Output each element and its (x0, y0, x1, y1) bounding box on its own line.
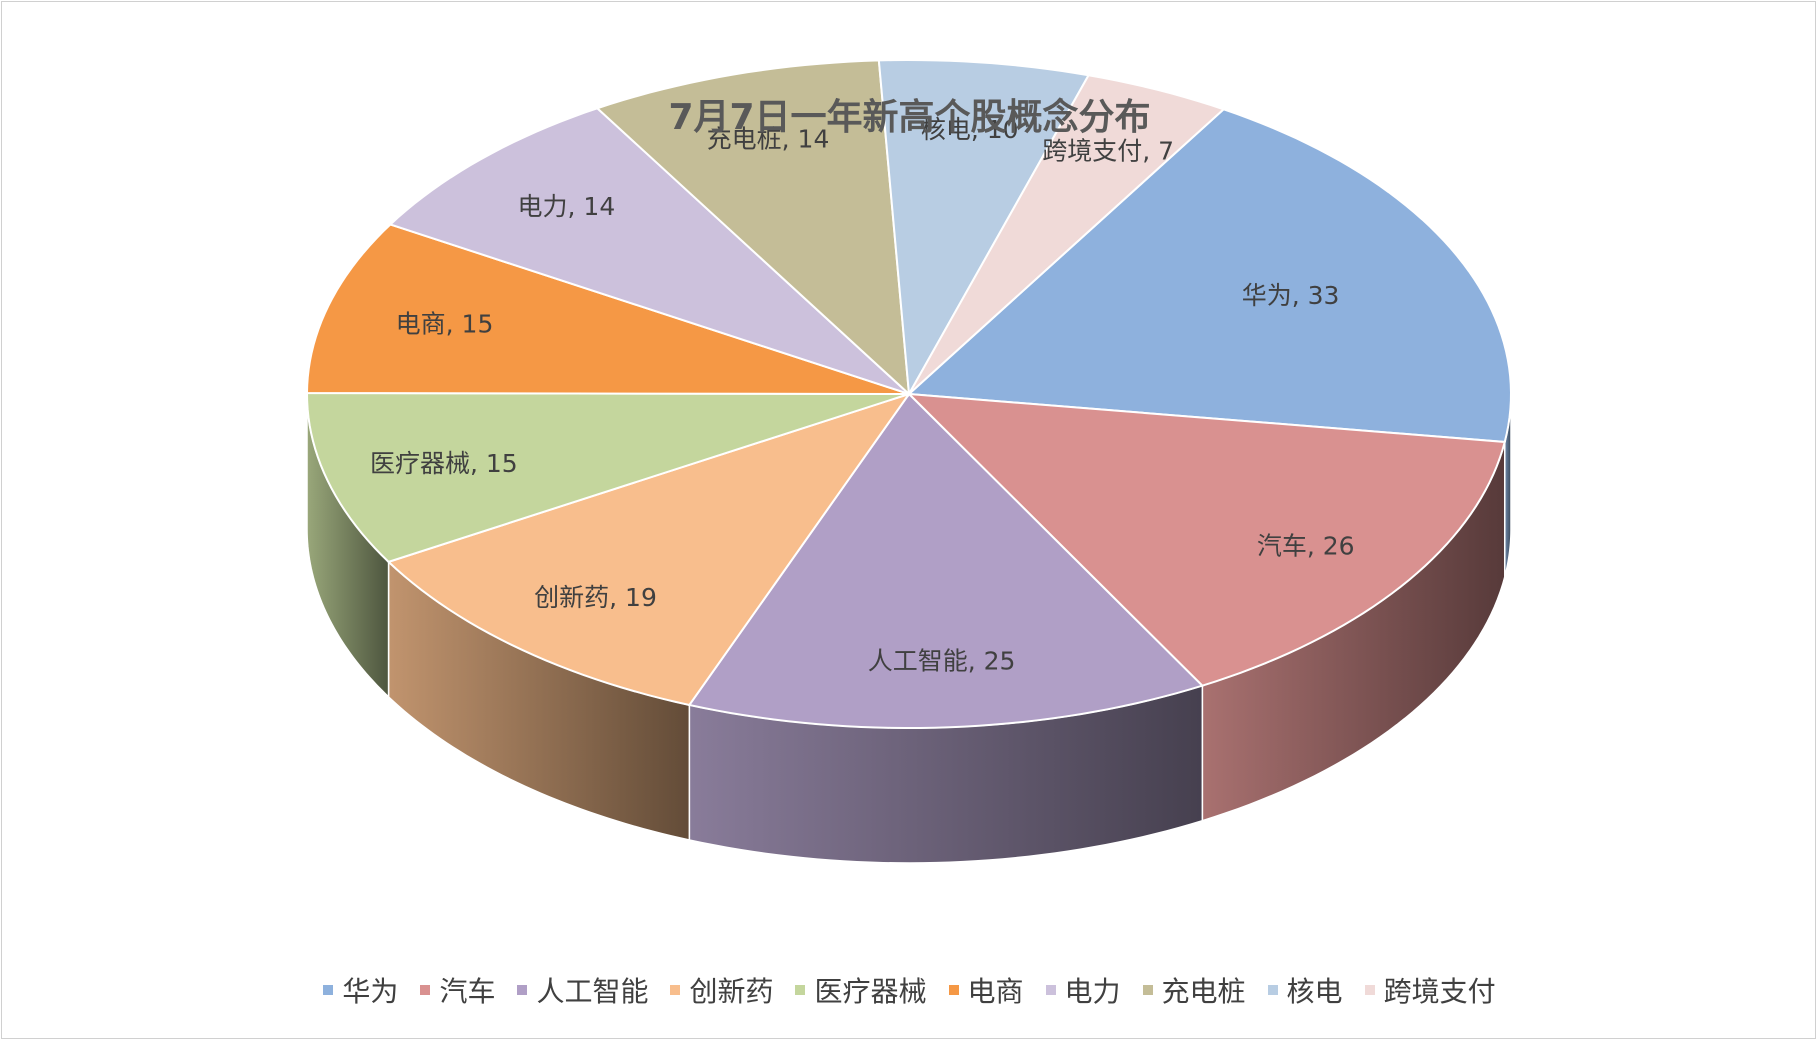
data-labels: 华为, 33 汽车, 26 人工智能, 25 创新药, 19 医疗器械, 15 电商, 1… (370, 115, 1355, 676)
data-label-3: 创新药, 19 (534, 583, 657, 612)
legend-swatch-3 (670, 985, 681, 995)
legend-swatch-7 (1142, 985, 1153, 995)
legend-label-9: 跨境支付 (1383, 975, 1496, 1008)
data-label-2: 人工智能, 25 (868, 647, 1016, 676)
legend-label-7: 充电桩 (1161, 975, 1246, 1008)
legend-item-0: 华为 (323, 970, 398, 1010)
legend-item-1: 汽车 (420, 970, 495, 1010)
legend-item-6: 电力 (1045, 970, 1121, 1010)
legend-item-2: 人工智能 (517, 970, 648, 1010)
legend-label-2: 人工智能 (536, 975, 649, 1008)
legend: 华为 汽车 人工智能 创新药 医疗器械 电商 电力 充电桩 核电 跨境支付 (0, 970, 1819, 1010)
data-label-7: 充电桩, 14 (707, 125, 830, 154)
legend-label-8: 核电 (1286, 975, 1343, 1008)
legend-label-6: 电力 (1064, 975, 1121, 1008)
legend-swatch-0 (323, 985, 334, 995)
pie-slice-6 (388, 107, 910, 395)
pie-top (305, 58, 1512, 729)
legend-swatch-2 (517, 985, 528, 995)
legend-swatch-4 (795, 985, 806, 995)
legend-item-4: 医疗器械 (795, 970, 927, 1010)
legend-item-9: 跨境支付 (1364, 970, 1496, 1010)
legend-label-1: 汽车 (439, 975, 496, 1008)
legend-item-3: 创新药 (670, 970, 773, 1010)
data-label-5: 电商, 15 (396, 309, 494, 338)
data-label-9: 跨境支付, 7 (1042, 137, 1174, 166)
data-label-0: 华为, 33 (1242, 281, 1340, 310)
pie-slice-9 (908, 74, 1226, 395)
legend-swatch-5 (948, 985, 959, 995)
pie-slice-3 (386, 392, 912, 707)
legend-item-7: 充电桩 (1142, 970, 1246, 1010)
legend-swatch-8 (1267, 985, 1278, 995)
pie-slice-2 (687, 392, 1205, 729)
pie-slice-8 (877, 58, 1091, 398)
data-label-1: 汽车, 26 (1257, 532, 1355, 561)
legend-label-3: 创新药 (689, 975, 774, 1008)
chart-title: 7月7日一年新高个股概念分布 (668, 97, 1151, 138)
pie-slice-5 (305, 223, 910, 395)
data-label-6: 电力, 14 (518, 192, 616, 221)
legend-label-5: 电商 (967, 975, 1024, 1008)
data-label-4: 医疗器械, 15 (370, 449, 518, 478)
legend-swatch-9 (1364, 985, 1375, 995)
pie-slice-1 (906, 392, 1507, 687)
pie-slice-7 (595, 59, 911, 397)
pie-slice-4 (305, 392, 910, 564)
legend-swatch-1 (420, 985, 431, 995)
legend-label-4: 医疗器械 (814, 975, 927, 1008)
legend-item-8: 核电 (1267, 970, 1343, 1010)
data-label-8: 核电, 10 (921, 115, 1019, 144)
legend-swatch-6 (1045, 985, 1056, 995)
legend-item-5: 电商 (948, 970, 1024, 1010)
legend-label-0: 华为 (342, 975, 399, 1008)
pie-slice-0 (906, 108, 1512, 444)
